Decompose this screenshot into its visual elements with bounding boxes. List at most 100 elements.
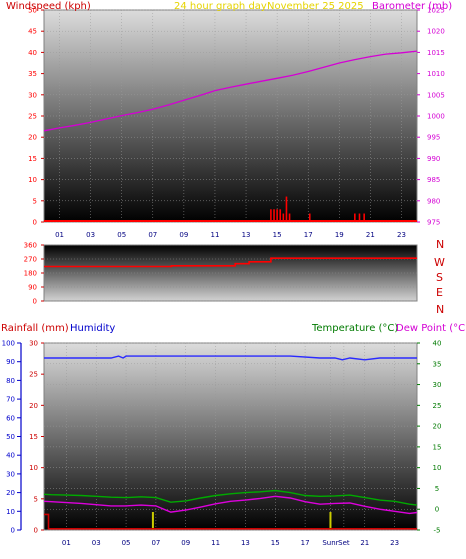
wind-tick-label: 20	[28, 134, 37, 142]
humidity-tick-label: 50	[6, 433, 15, 441]
dewpoint-line	[43, 495, 418, 515]
sun-marker	[151, 512, 154, 530]
rain-axis-label: Rainfall (mm)	[1, 323, 69, 334]
temp-tick-label: 20	[433, 423, 442, 431]
baro-tick-label: 1010	[427, 70, 445, 78]
rain-line	[44, 513, 417, 530]
bottom-x-tick-label: Sunr	[322, 539, 338, 547]
chart-title: 24 hour graph day	[174, 1, 267, 12]
wind-axis-label: Windspeed (kph)	[6, 1, 91, 12]
rain-tick-label: 20	[29, 402, 38, 410]
top-x-tick-label: 11	[210, 231, 219, 239]
temperature-axis-label: Temperature (°C)	[311, 323, 398, 334]
direction-tick-label: 180	[24, 270, 37, 278]
humidity-tick-label: 10	[6, 508, 15, 516]
compass-n-bottom: N	[436, 303, 444, 316]
baro-tick-label: 975	[427, 219, 440, 227]
tick-layer: 0510152025303540455097598098599099510001…	[2, 7, 445, 548]
temperature-line	[43, 489, 418, 506]
top-x-tick-label: 01	[55, 231, 64, 239]
wind-bar	[285, 196, 288, 222]
bottom-x-tick-label: 21	[360, 539, 369, 547]
top-x-tick-label: 21	[366, 231, 375, 239]
bottom-x-tick-label: 17	[301, 539, 310, 547]
wind-tick-label: 50	[28, 7, 37, 15]
wind-bar	[308, 213, 311, 222]
wind-tick-label: 25	[28, 113, 37, 121]
temp-tick-label: 0	[435, 506, 439, 514]
wind-bar	[282, 213, 285, 222]
humidity-tick-label: 80	[6, 377, 15, 385]
barometer-axis-label: Barometer (mb)	[372, 1, 452, 12]
compass-s: S	[436, 271, 443, 284]
top-x-tick-label: 03	[86, 231, 95, 239]
baro-tick-label: 1025	[427, 7, 445, 15]
compass-n-top: N	[436, 238, 444, 251]
direction-tick-label: 360	[24, 242, 37, 250]
wind-bar	[276, 209, 278, 222]
temp-tick-label: 35	[433, 360, 442, 368]
top-x-tick-label: 09	[179, 231, 188, 239]
baro-tick-label: 985	[427, 176, 440, 184]
baro-tick-label: 1020	[427, 28, 445, 36]
top-x-tick-label: 05	[117, 231, 126, 239]
direction-tick-label: 270	[24, 256, 37, 264]
wind-tick-label: 30	[28, 91, 37, 99]
wind-tick-label: 35	[28, 70, 37, 78]
humidity-tick-label: 100	[2, 340, 15, 348]
bottom-x-tick-label: 05	[122, 539, 131, 547]
bottom-x-tick-label: 03	[92, 539, 101, 547]
humidity-tick-label: 70	[6, 396, 15, 404]
bottom-x-tick-label: 13	[241, 539, 250, 547]
baro-tick-label: 1005	[427, 91, 445, 99]
bottom-x-tick-label: 07	[151, 539, 160, 547]
bottom-x-tick-label: 11	[211, 539, 220, 547]
humidity-tick-label: 60	[6, 414, 15, 422]
baro-tick-label: 980	[427, 197, 440, 205]
wind-tick-label: 15	[28, 155, 37, 163]
compass-e: E	[436, 286, 443, 299]
temp-tick-label: 10	[433, 464, 442, 472]
top-x-tick-label: 13	[242, 231, 251, 239]
wind-tick-label: 0	[33, 219, 37, 227]
barometer-line	[43, 50, 418, 132]
chart-date: November 25 2025	[267, 1, 364, 12]
baro-tick-label: 1000	[427, 113, 445, 121]
series-layer	[43, 50, 418, 530]
baro-tick-label: 995	[427, 134, 440, 142]
direction-tick-label: 90	[28, 284, 37, 292]
top-x-tick-label: 15	[273, 231, 282, 239]
dewpoint-axis-label: Dew Point (°C)	[396, 323, 466, 334]
wind-tick-label: 45	[28, 28, 37, 36]
temp-tick-label: 40	[433, 340, 442, 348]
wind-bar	[270, 209, 272, 222]
humidity-axis-label: Humidity	[70, 323, 115, 334]
direction-line	[44, 257, 417, 268]
wind-bar	[288, 213, 291, 222]
wind-bar	[279, 209, 282, 222]
humidity-line	[44, 355, 417, 361]
top-x-tick-label: 07	[148, 231, 157, 239]
rain-tick-label: 25	[29, 371, 38, 379]
rain-tick-label: 30	[29, 340, 38, 348]
bottom-x-tick-label: Set	[338, 539, 350, 547]
humidity-tick-label: 30	[6, 470, 15, 478]
top-x-tick-label: 19	[335, 231, 344, 239]
wind-bar	[273, 209, 275, 222]
sun-marker	[329, 512, 332, 530]
direction-tick-label: 0	[33, 298, 37, 306]
wind-tick-label: 40	[28, 49, 37, 57]
humidity-tick-label: 20	[6, 489, 15, 497]
top-x-tick-label: 17	[304, 231, 313, 239]
baro-tick-label: 1015	[427, 49, 445, 57]
bottom-x-tick-label: 15	[271, 539, 280, 547]
bottom-x-tick-label: 09	[181, 539, 190, 547]
wind-tick-label: 10	[28, 176, 37, 184]
temp-tick-label: 5	[435, 485, 439, 493]
wind-bar	[363, 213, 365, 222]
rain-tick-label: 10	[29, 464, 38, 472]
temp-tick-label: 25	[433, 402, 442, 410]
bottom-x-tick-label: 01	[62, 539, 71, 547]
